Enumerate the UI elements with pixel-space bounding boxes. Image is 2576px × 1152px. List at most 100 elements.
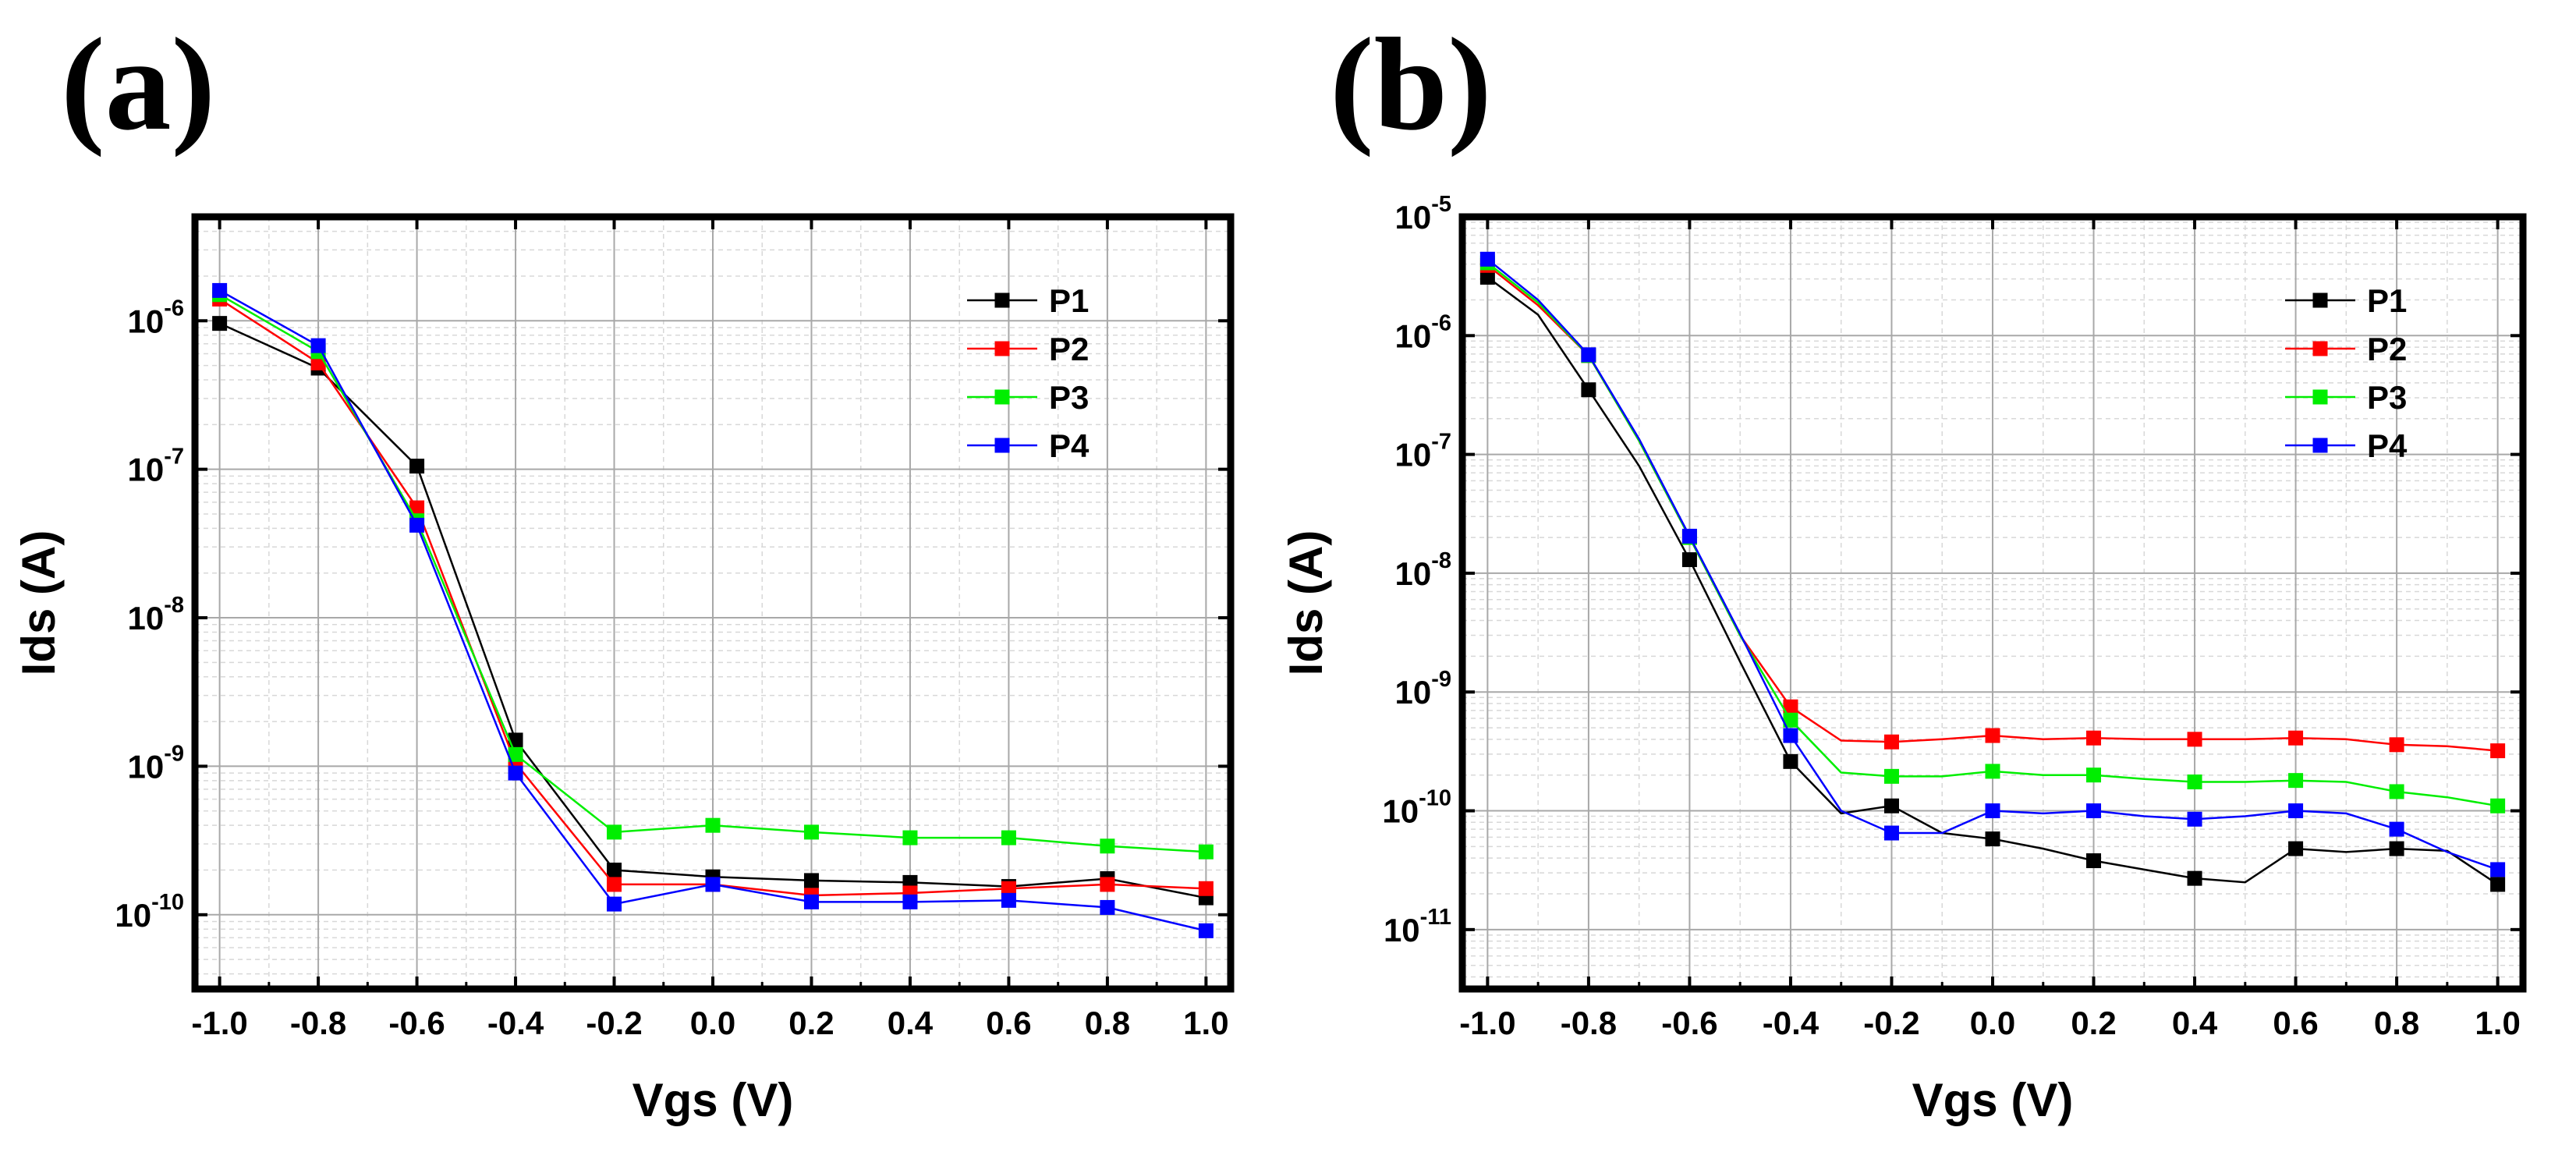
data-point-p4 — [1001, 892, 1016, 908]
chart-b: -1.0 -0.8 -0.6 -0.4 -0.2 0.0 0.2 0.4 0.6 0.8 1.0 10… — [1280, 192, 2527, 1126]
data-point-p3 — [508, 746, 523, 762]
data-point-p1 — [2288, 841, 2304, 856]
data-point-p4 — [607, 896, 622, 912]
data-point-p1 — [607, 862, 622, 877]
data-point-p2 — [2389, 737, 2404, 753]
x-tick-label: -0.8 — [290, 1005, 346, 1041]
data-point-p2 — [409, 500, 425, 516]
data-point-p4 — [2389, 821, 2404, 837]
x-tick-label: -0.8 — [1561, 1005, 1617, 1041]
data-point-p1 — [212, 316, 228, 331]
x-tick-label: -0.4 — [1763, 1005, 1819, 1041]
legend-marker-p2 — [2312, 341, 2328, 356]
data-point-p1 — [1883, 798, 1899, 813]
data-point-p1 — [1581, 382, 1596, 398]
panel-label-b: (b) — [1330, 11, 1492, 158]
data-point-p3 — [2086, 767, 2102, 783]
x-tick-label: -1.0 — [191, 1005, 247, 1041]
legend-marker-p1 — [994, 292, 1010, 308]
data-point-p3 — [2288, 773, 2304, 789]
x-tick-label: 0.2 — [788, 1005, 834, 1041]
data-point-p3 — [803, 824, 819, 840]
data-point-p4 — [2490, 862, 2506, 877]
legend-label-p4: P4 — [2367, 427, 2408, 464]
x-tick-label: 0.4 — [2172, 1005, 2218, 1041]
plot-frame-b — [1458, 213, 2527, 993]
panel-label-a: (a) — [61, 11, 215, 158]
data-point-p4 — [2187, 811, 2202, 827]
data-point-p4 — [1985, 803, 2000, 819]
legend-marker-p2 — [994, 341, 1010, 356]
data-point-p4 — [1783, 728, 1798, 743]
data-point-p4 — [212, 282, 228, 298]
x-tick-label: -0.2 — [1863, 1005, 1919, 1041]
x-tick-label: 1.0 — [1183, 1005, 1228, 1041]
legend-label-p1: P1 — [2367, 282, 2407, 319]
data-point-p1 — [1681, 552, 1697, 568]
legend-marker-p4 — [994, 438, 1010, 453]
legend-label-p2: P2 — [1049, 331, 1089, 367]
data-point-p2 — [2187, 732, 2202, 747]
data-point-p2 — [1198, 881, 1214, 896]
x-tick-label: 0.4 — [888, 1005, 934, 1041]
y-axis-title: Ids (A) — [1280, 530, 1332, 676]
legend-marker-p3 — [2312, 389, 2328, 405]
y-tick-label: 10-9 — [127, 741, 184, 785]
y-tick-label: 10-10 — [115, 890, 184, 934]
y-tick-label: 10-7 — [1394, 430, 1451, 473]
x-tick-label: -1.0 — [1459, 1005, 1515, 1041]
data-point-p4 — [2288, 803, 2304, 819]
y-tick-label: 10-10 — [1382, 786, 1451, 830]
x-axis-title: Vgs (V) — [632, 1074, 794, 1126]
data-point-p3 — [1198, 844, 1214, 860]
data-point-p4 — [705, 877, 721, 892]
legend-marker-p1 — [2312, 292, 2328, 308]
x-tick-label: 0.6 — [986, 1005, 1031, 1041]
legend-marker-p4 — [2312, 438, 2328, 453]
data-point-p4 — [803, 894, 819, 909]
data-point-p2 — [1883, 734, 1899, 750]
data-point-p4 — [1100, 899, 1115, 915]
data-point-p2 — [2086, 730, 2102, 746]
data-point-p3 — [2490, 798, 2506, 813]
data-point-p2 — [1985, 728, 2000, 743]
data-point-p3 — [607, 824, 622, 840]
data-point-p1 — [1479, 269, 1495, 285]
data-point-p3 — [2389, 784, 2404, 799]
data-point-p4 — [508, 765, 523, 781]
x-tick-label: -0.4 — [487, 1005, 544, 1041]
data-point-p3 — [1100, 838, 1115, 854]
y-tick-label: 10-6 — [1394, 310, 1451, 354]
x-tick-label: 0.8 — [2374, 1005, 2419, 1041]
data-point-p4 — [310, 338, 326, 353]
data-point-p2 — [2490, 743, 2506, 759]
data-point-p1 — [2187, 870, 2202, 886]
x-tick-label: -0.2 — [586, 1005, 642, 1041]
y-axis-title: Ids (A) — [12, 530, 65, 676]
plot-frame-a — [191, 213, 1235, 993]
legend-marker-p3 — [994, 389, 1010, 405]
x-tick-label: 0.2 — [2071, 1005, 2116, 1041]
legend-label-p3: P3 — [1049, 379, 1089, 416]
y-tick-label: 10-7 — [127, 445, 184, 488]
x-tick-label: 0.8 — [1085, 1005, 1130, 1041]
x-tick-label: 1.0 — [2475, 1005, 2520, 1041]
chart-a: -1.0 -0.8 -0.6 -0.4 -0.2 0.0 0.2 0.4 0.6 0.8 1.0 10… — [12, 213, 1235, 1126]
data-point-p4 — [1198, 923, 1214, 938]
data-point-p1 — [409, 459, 425, 474]
data-point-p2 — [1001, 881, 1016, 896]
legend-label-p3: P3 — [2367, 379, 2407, 416]
data-point-p2 — [1100, 877, 1115, 892]
data-point-p2 — [607, 877, 622, 892]
data-point-p4 — [2086, 803, 2102, 819]
legend-label-p1: P1 — [1049, 282, 1089, 319]
x-tick-label: -0.6 — [388, 1005, 445, 1041]
data-point-p2 — [2288, 730, 2304, 746]
data-point-p1 — [2389, 841, 2404, 856]
legend-label-p4: P4 — [1049, 427, 1090, 464]
x-tick-label: 0.0 — [1970, 1005, 2015, 1041]
x-tick-label: -0.6 — [1661, 1005, 1717, 1041]
x-tick-label: 0.6 — [2273, 1005, 2318, 1041]
legend-label-p2: P2 — [2367, 331, 2407, 367]
